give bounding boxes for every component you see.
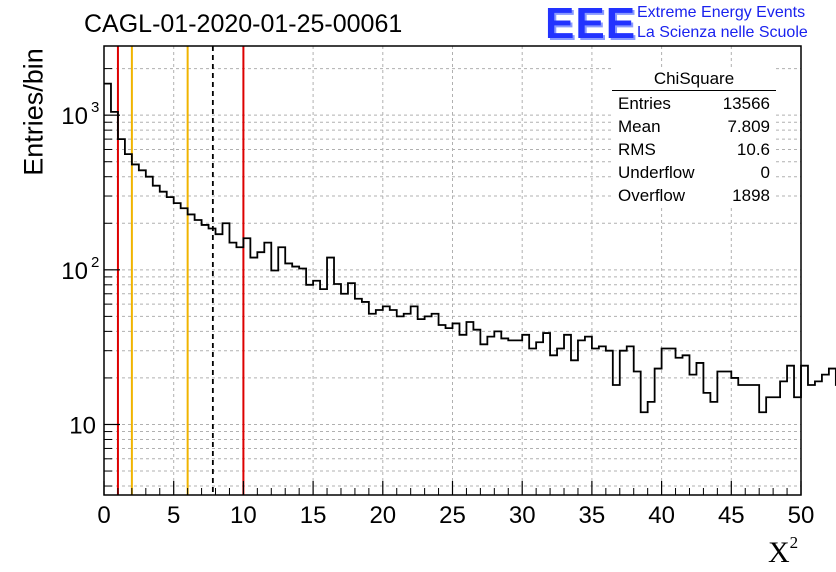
chart-title: CAGL-01-2020-01-25-00061 <box>84 10 403 38</box>
stat-value: 1898 <box>732 186 770 205</box>
x-axis-label-superscript: 2 <box>789 533 799 552</box>
grid-lines <box>104 46 801 495</box>
logo-subtitle-2: La Scienza nelle Scuole <box>637 24 808 41</box>
y-axis-label: Entries/bin <box>18 48 49 176</box>
histogram-outline <box>104 82 836 414</box>
x-tick-label: 15 <box>300 502 327 529</box>
stat-key: Entries <box>618 94 671 113</box>
x-tick-label: 30 <box>509 502 536 529</box>
x-tick-label: 0 <box>97 502 110 529</box>
stats-box: ChiSquare Entries 13566 Mean 7.809 RMS 1… <box>612 68 776 206</box>
stat-row-overflow: Overflow 1898 <box>618 184 770 207</box>
x-tick-label: 45 <box>718 502 745 529</box>
y-tick-exponent: 3 <box>91 99 99 116</box>
stat-value: 13566 <box>722 94 770 113</box>
y-tick-label: 10 <box>69 412 96 439</box>
stat-key: RMS <box>618 140 656 159</box>
logo-subtitle-1: Extreme Energy Events <box>637 4 806 21</box>
stats-box-title: ChiSquare <box>612 68 776 91</box>
x-tick-label: 35 <box>579 502 606 529</box>
x-tick-label: 40 <box>648 502 675 529</box>
stat-key: Underflow <box>618 163 695 182</box>
stat-row-underflow: Underflow 0 <box>618 161 770 184</box>
stat-value: 10.6 <box>736 140 770 159</box>
y-tick-label: 10 <box>61 103 88 130</box>
x-axis-label-base: X <box>768 536 790 569</box>
stat-key: Overflow <box>618 186 686 205</box>
threshold-lines <box>116 46 245 495</box>
stat-row-rms: RMS 10.6 <box>618 138 770 161</box>
stat-value: 0 <box>760 163 770 182</box>
x-tick-label: 5 <box>167 502 180 529</box>
stat-row-mean: Mean 7.809 <box>618 115 770 138</box>
x-tick-label: 20 <box>369 502 396 529</box>
x-tick-label: 50 <box>788 502 815 529</box>
stat-row-entries: Entries 13566 <box>618 92 770 115</box>
stat-key: Mean <box>618 117 661 136</box>
stat-value: 7.809 <box>727 117 770 136</box>
eee-logo: EEE <box>545 0 637 48</box>
y-tick-label: 10 <box>61 258 88 285</box>
x-tick-label: 25 <box>439 502 466 529</box>
y-tick-exponent: 2 <box>91 254 99 271</box>
x-tick-label: 10 <box>230 502 257 529</box>
histogram-series <box>104 82 836 414</box>
axis-ticks <box>103 68 802 495</box>
x-axis-label: X2 <box>768 533 798 570</box>
